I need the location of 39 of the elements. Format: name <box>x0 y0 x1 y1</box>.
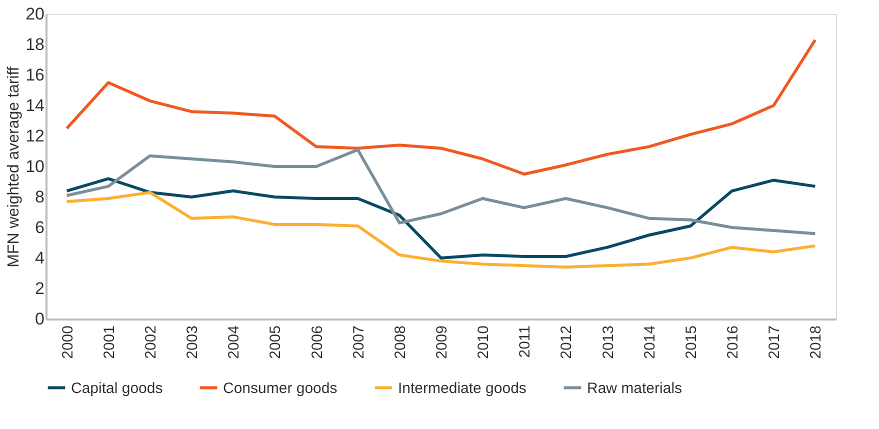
legend-label: Consumer goods <box>223 380 338 397</box>
x-tick-label: 2005 <box>267 326 284 359</box>
x-tick-label: 2013 <box>600 326 617 359</box>
x-tick-label: 2018 <box>808 326 825 359</box>
x-tick-label: 2010 <box>475 326 492 359</box>
y-tick-label: 18 <box>26 35 44 54</box>
x-tick-label: 2008 <box>392 326 409 359</box>
y-tick-label: 16 <box>26 66 44 84</box>
y-tick-label: 0 <box>35 310 44 328</box>
y-tick-label: 8 <box>35 188 44 206</box>
y-tick-label: 20 <box>26 4 44 24</box>
x-tick-label: 2015 <box>682 326 700 359</box>
x-tick-label: 2004 <box>226 326 243 359</box>
y-axis-title: MFN weighted average tariff <box>6 66 23 268</box>
line-series <box>65 148 817 236</box>
x-tick-label: 2011 <box>516 326 534 358</box>
x-tick-label: 2016 <box>724 326 742 359</box>
x-tick-label: 2002 <box>142 326 160 359</box>
legend-label: Raw materials <box>587 380 682 397</box>
y-tick-label: 12 <box>26 126 44 146</box>
line-series <box>65 38 817 176</box>
x-tick-label: 2000 <box>59 326 76 359</box>
x-tick-label: 2006 <box>308 326 326 359</box>
y-tick-label: 14 <box>26 96 44 115</box>
x-tick-label: 2009 <box>434 326 450 359</box>
x-tick-label: 2003 <box>184 326 202 359</box>
y-tick-label: 10 <box>26 157 44 176</box>
line-series <box>65 177 817 260</box>
y-tick-label: 6 <box>35 218 44 237</box>
legend-label: Intermediate goods <box>398 380 526 397</box>
legend-label: Capital goods <box>71 380 163 397</box>
y-tick-label: 2 <box>35 279 44 298</box>
y-tick-label: 4 <box>35 248 44 268</box>
x-tick-label: 2017 <box>766 326 784 359</box>
line-series <box>65 190 817 269</box>
x-tick-label: 2001 <box>100 326 118 359</box>
x-tick-label: 2014 <box>641 326 658 359</box>
x-tick-label: 2012 <box>558 326 576 359</box>
x-tick-label: 2007 <box>350 326 368 359</box>
